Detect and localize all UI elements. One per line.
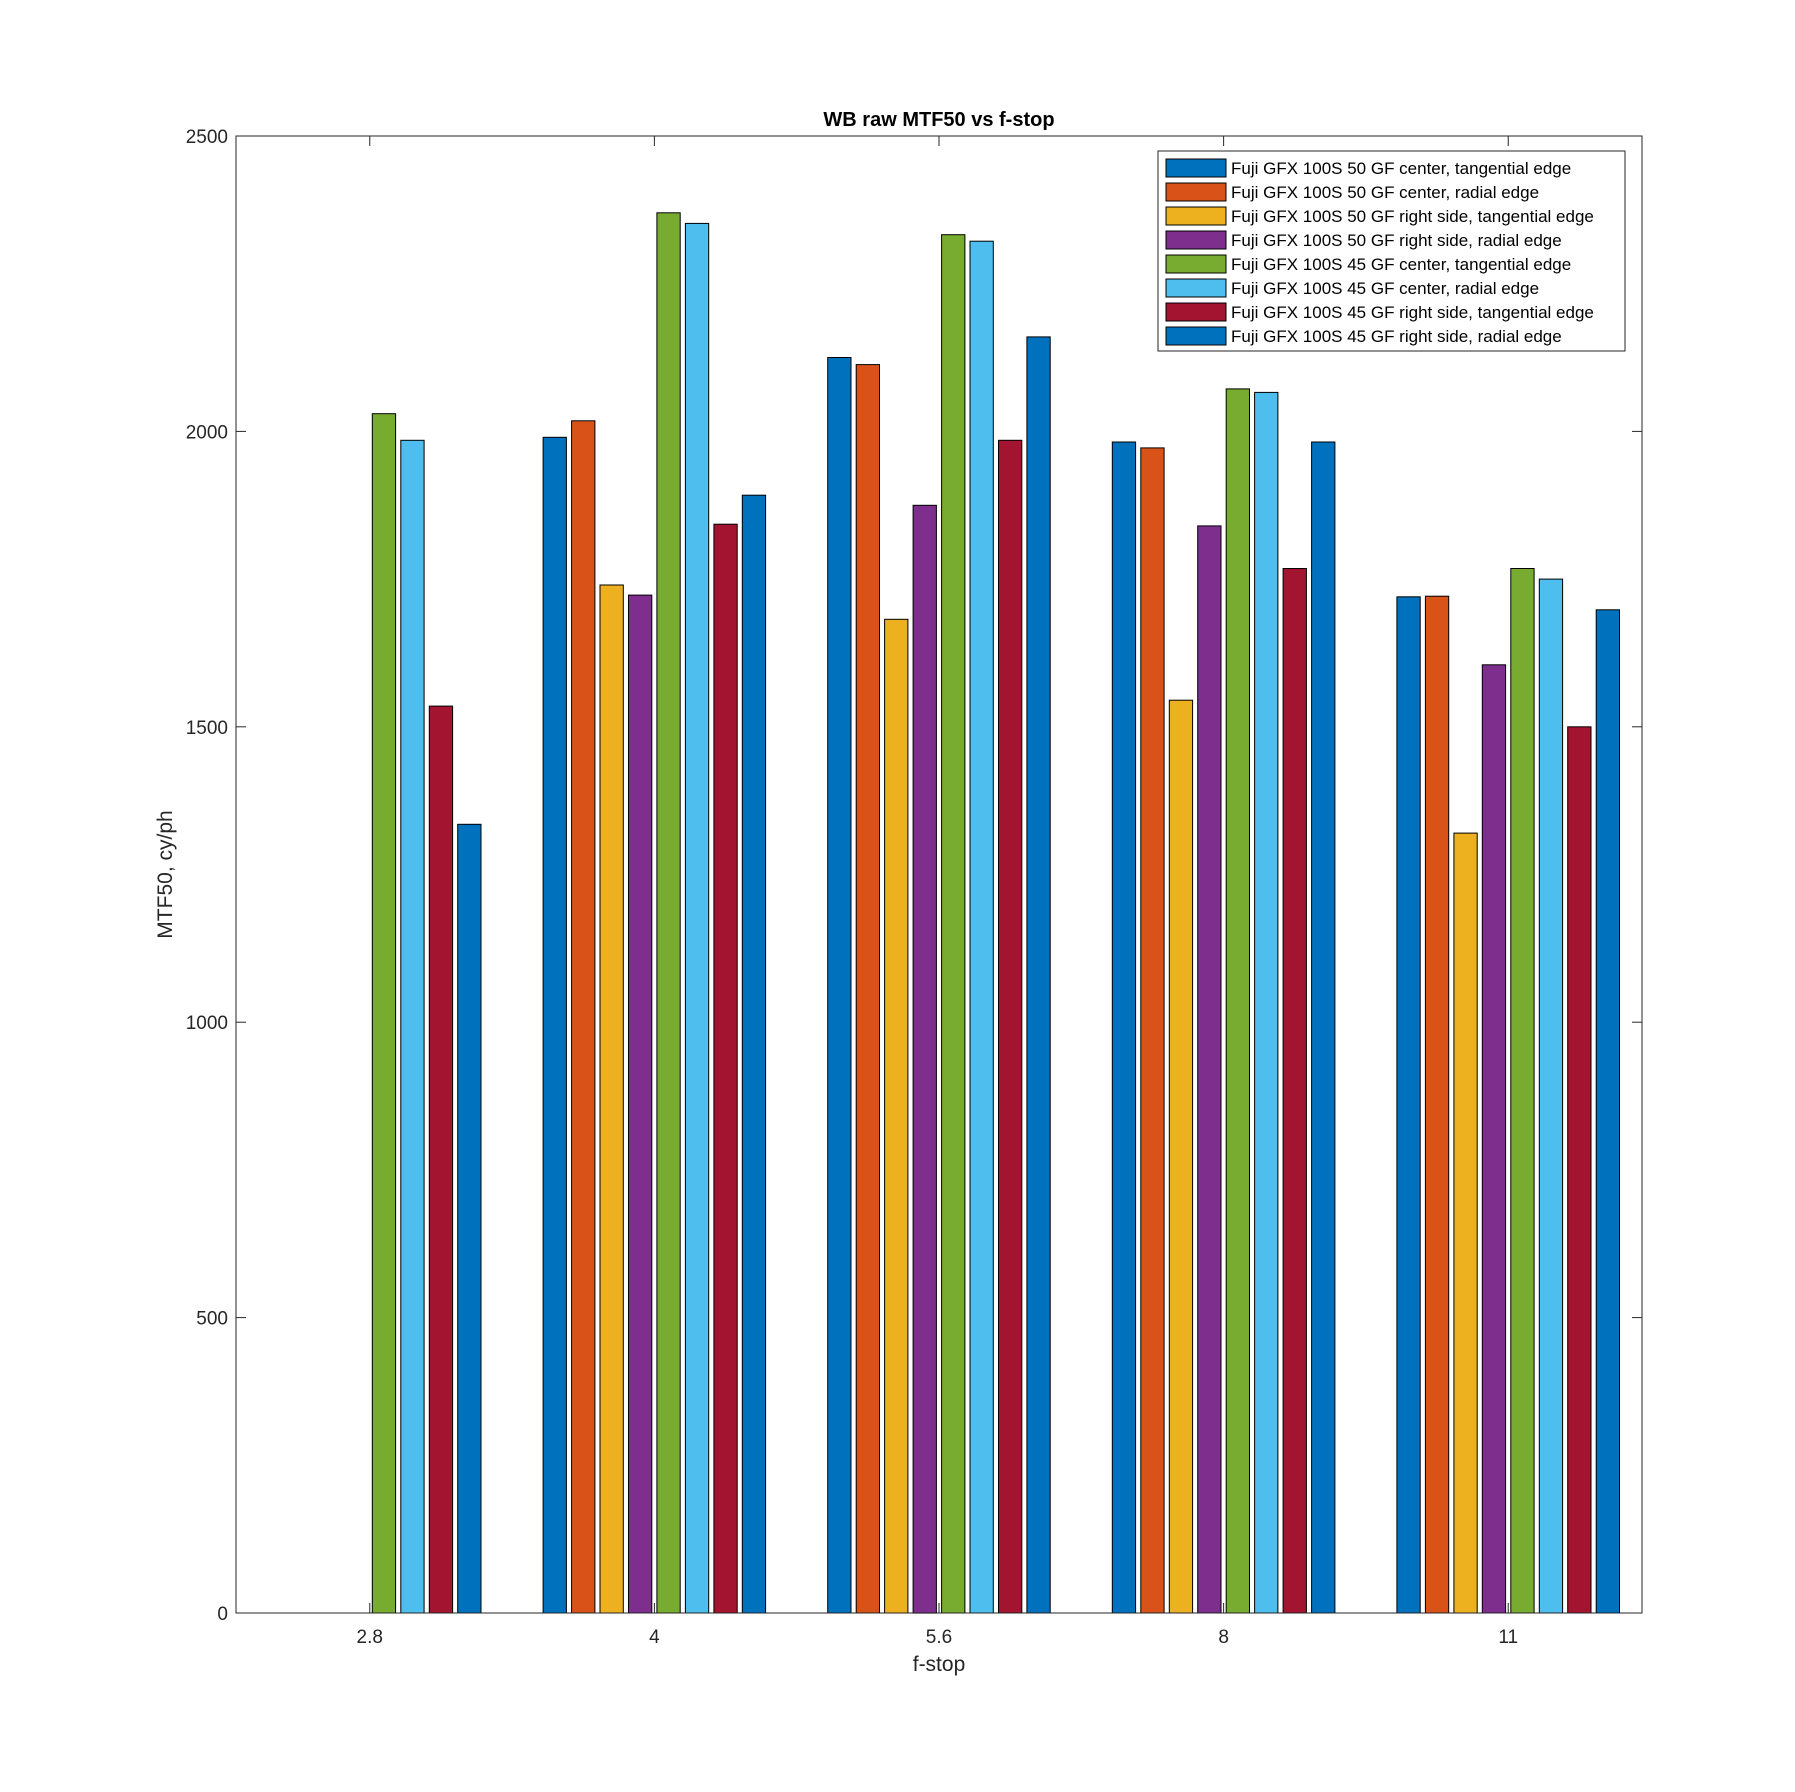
bar <box>1311 441 1336 1614</box>
bar <box>827 357 852 1614</box>
legend-swatch <box>1165 302 1227 322</box>
legend-swatch <box>1165 206 1227 226</box>
bar <box>542 436 567 1614</box>
bar <box>1282 568 1307 1614</box>
bar <box>1026 336 1051 1614</box>
bar <box>884 618 909 1614</box>
legend-entry-label: Fuji GFX 100S 50 GF center, tangential e… <box>1231 159 1571 178</box>
legend-swatch <box>1165 278 1227 298</box>
bar <box>1168 699 1194 1614</box>
legend-entry-label: Fuji GFX 100S 45 GF center, radial edge <box>1231 279 1539 298</box>
bar <box>628 594 653 1614</box>
bar <box>457 823 482 1614</box>
bar <box>428 705 454 1614</box>
legend-swatch <box>1165 326 1227 346</box>
bar <box>1595 609 1620 1614</box>
y-tick-label: 2000 <box>186 422 228 443</box>
bar <box>855 364 881 1614</box>
bar <box>1453 832 1478 1614</box>
legend-entry-label: Fuji GFX 100S 50 GF center, radial edge <box>1231 183 1539 202</box>
chart-title: WB raw MTF50 vs f-stop <box>823 109 1054 131</box>
legend-swatch <box>1165 230 1227 250</box>
legend-swatch <box>1165 158 1227 178</box>
legend-entry-label: Fuji GFX 100S 45 GF right side, tangenti… <box>1231 303 1594 322</box>
y-tick-label: 1500 <box>186 718 228 739</box>
bar <box>1396 596 1421 1614</box>
bar <box>912 504 937 1614</box>
legend-entry-label: Fuji GFX 100S 50 GF right side, radial e… <box>1231 231 1562 250</box>
legend-swatch <box>1165 254 1227 274</box>
bar <box>371 413 397 1614</box>
y-tick-label: 0 <box>217 1604 228 1625</box>
bar <box>656 212 681 1614</box>
bar <box>713 523 738 1614</box>
y-tick-label: 1000 <box>186 1013 228 1034</box>
y-axis-label: MTF50, cy/ph <box>154 810 177 938</box>
bar <box>1197 525 1222 1614</box>
bar <box>741 494 767 1614</box>
bar <box>1225 388 1250 1614</box>
legend-entry-label: Fuji GFX 100S 50 GF right side, tangenti… <box>1231 207 1594 226</box>
bar <box>1254 391 1279 1614</box>
axis-ticks: 0 500 1000 1500 2000 2500 2.8 4 5.6 8 11 <box>186 127 1642 1648</box>
bar-group <box>371 212 1620 1614</box>
bar <box>998 439 1023 1614</box>
legend-swatch <box>1165 182 1227 202</box>
x-tick-label: 11 <box>1498 1627 1518 1648</box>
bar <box>969 240 994 1614</box>
y-tick-label: 2500 <box>186 127 228 148</box>
bar <box>571 420 596 1614</box>
x-tick-label: 5.6 <box>926 1627 952 1648</box>
bar <box>1481 664 1507 1614</box>
x-tick-label: 4 <box>649 1627 660 1648</box>
legend-entry-label: Fuji GFX 100S 45 GF center, tangential e… <box>1231 255 1571 274</box>
y-tick-label: 500 <box>196 1309 228 1330</box>
x-tick-label: 8 <box>1218 1627 1229 1648</box>
x-axis-label: f-stop <box>913 1653 966 1676</box>
bar <box>1140 447 1165 1614</box>
bar <box>1111 441 1137 1614</box>
legend: Fuji GFX 100S 50 GF center, tangential e… <box>1157 150 1626 352</box>
bar <box>599 584 624 1614</box>
bar <box>400 439 425 1614</box>
x-tick-label: 2.8 <box>357 1627 383 1648</box>
legend-box <box>1157 150 1626 352</box>
bar <box>1510 568 1535 1614</box>
legend-entry-label: Fuji GFX 100S 45 GF right side, radial e… <box>1231 327 1562 346</box>
bar <box>1424 595 1450 1614</box>
bar <box>941 234 966 1614</box>
bar <box>1567 726 1592 1614</box>
bar <box>684 222 710 1614</box>
bar <box>1538 578 1564 1614</box>
